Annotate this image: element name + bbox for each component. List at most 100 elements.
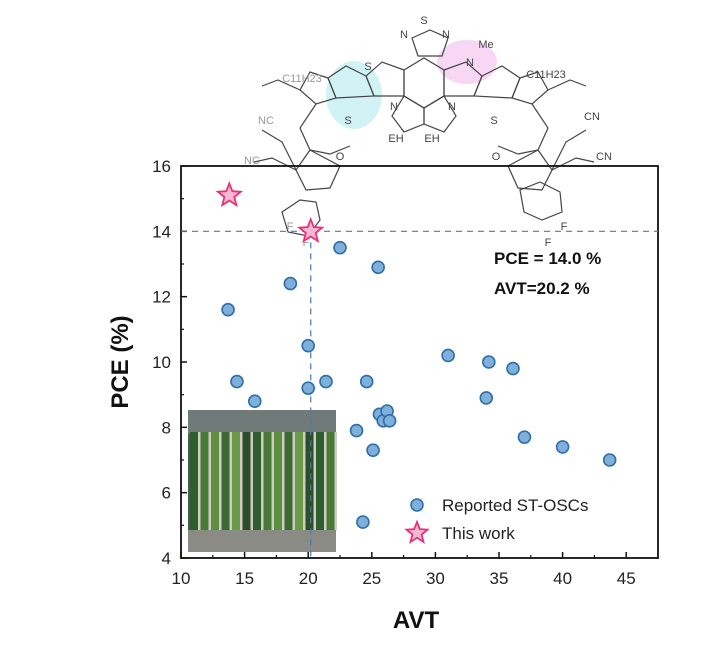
legend-label-reported: Reported ST-OSCs	[442, 496, 588, 515]
mol-label-c11h23: C11H23	[526, 69, 566, 81]
data-point-reported	[359, 374, 374, 389]
cyan-highlight	[326, 61, 382, 129]
mol-label-cn: CN	[596, 151, 612, 163]
mol-label-s: S	[420, 15, 427, 27]
x-axis-title: AVT	[393, 607, 440, 634]
photo-plant-strip	[295, 432, 303, 530]
data-point-reported	[366, 443, 380, 458]
mol-label-me: Me	[478, 39, 493, 51]
photo-plant-strip	[274, 432, 282, 530]
data-point-reported	[230, 374, 244, 389]
data-point-reported	[602, 453, 617, 467]
mol-label-s: S	[364, 61, 371, 73]
mol-label-f: F	[303, 237, 310, 249]
mol-label-n: N	[400, 29, 408, 41]
mol-label-f: F	[545, 237, 552, 249]
data-point-reported	[301, 338, 316, 353]
annotation-avt: AVT=20.2 %	[494, 279, 590, 298]
mol-label-eh: EH	[424, 133, 439, 145]
photo-frame-strip	[219, 432, 222, 530]
legend: Reported ST-OSCs This work	[404, 496, 588, 544]
photo-plant-strip	[232, 432, 240, 530]
x-tick-label: 25	[362, 569, 381, 588]
photo-plant-strip	[200, 432, 209, 530]
data-point-reported	[301, 381, 316, 395]
mol-label-f: F	[287, 221, 294, 233]
inset-photo-green-wall	[188, 410, 337, 552]
y-axis-ticks: 4 6 8 10 12 14 16	[152, 157, 187, 568]
photo-frame-strip	[313, 432, 316, 530]
data-point-reported	[283, 276, 298, 291]
y-tick-label: 8	[162, 418, 171, 437]
mol-label-s: S	[490, 115, 497, 127]
mol-label-n: N	[442, 29, 450, 41]
data-point-reported	[479, 391, 494, 405]
scatter-points	[215, 180, 617, 529]
data-point-reported	[247, 394, 262, 409]
data-point-reported	[517, 430, 532, 444]
data-point-this-work	[215, 180, 244, 208]
mol-label-nc: NC	[244, 155, 260, 167]
photo-plant-strip	[253, 432, 261, 530]
legend-star-marker	[404, 519, 430, 544]
y-tick-label: 14	[152, 222, 171, 241]
photo-frame-strip	[208, 432, 211, 530]
pink-highlight	[437, 40, 497, 84]
photo-plant-strip	[211, 432, 219, 530]
photo-plant-strip	[190, 432, 198, 530]
x-tick-label: 35	[490, 569, 509, 588]
data-point-reported	[371, 260, 385, 275]
data-point-reported	[506, 361, 520, 376]
photo-frame-strip	[229, 432, 232, 530]
y-tick-label: 4	[162, 549, 171, 568]
x-tick-label: 45	[617, 569, 636, 588]
mol-label-o: O	[492, 151, 501, 163]
photo-frame-strip	[303, 432, 306, 530]
photo-frame-strip	[292, 432, 295, 530]
photo-frame-strip	[240, 432, 243, 530]
x-axis-ticks: 10 15 20 25 30 35 40 45	[172, 552, 636, 588]
mol-label-c11h23: C11H23	[282, 73, 322, 85]
x-tick-label: 30	[426, 569, 445, 588]
data-point-reported	[441, 348, 455, 363]
photo-frame-strip	[250, 432, 253, 530]
mol-label-eh: EH	[388, 133, 403, 145]
reference-lines	[181, 230, 658, 558]
y-tick-label: 16	[152, 157, 171, 176]
legend-label-this-work: This work	[442, 524, 515, 543]
y-tick-label: 6	[162, 484, 171, 503]
mol-label-s: S	[344, 115, 351, 127]
mol-label-o: O	[336, 151, 345, 163]
photo-frame-strip	[324, 432, 327, 530]
photo-plant-strip	[263, 432, 272, 530]
molecule-structure: S N N Me N C11H23 C11H23 S S S N N EH EH…	[244, 15, 612, 249]
data-point-reported	[482, 355, 496, 369]
data-point-reported	[333, 240, 347, 255]
data-point-reported	[555, 440, 570, 454]
mol-label-cn: CN	[584, 111, 600, 123]
mol-label-n: N	[390, 101, 398, 113]
data-point-reported	[319, 374, 333, 389]
data-point-this-work	[296, 216, 325, 244]
photo-plant-strip	[242, 432, 251, 530]
x-tick-label: 40	[553, 569, 572, 588]
data-point-reported	[382, 413, 397, 428]
mol-label-n: N	[448, 101, 456, 113]
data-point-reported	[356, 515, 370, 529]
photo-plant-strip	[284, 432, 293, 530]
x-tick-label: 10	[172, 569, 191, 588]
photo-plant-strip	[221, 432, 230, 530]
y-axis-title: PCE (%)	[107, 315, 134, 408]
data-point-reported	[221, 302, 235, 317]
photo-frame-strip	[271, 432, 274, 530]
y-tick-label: 12	[152, 288, 171, 307]
y-tick-label: 10	[152, 353, 171, 372]
annotation-pce: PCE = 14.0 %	[494, 249, 601, 268]
photo-frame-strip	[261, 432, 264, 530]
mol-label-nc: NC	[258, 115, 274, 127]
x-tick-label: 15	[235, 569, 254, 588]
mol-label-f: F	[561, 221, 568, 233]
photo-plant-strip	[326, 432, 335, 530]
photo-frame-strip	[282, 432, 285, 530]
